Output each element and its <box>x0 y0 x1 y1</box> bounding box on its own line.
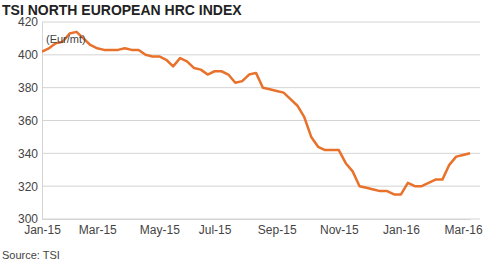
x-axis: Jan-15 Mar-15 May-15 Jul-15 Sep-15 Nov-15 Jan-… <box>24 219 483 237</box>
x-axis-line <box>43 219 471 220</box>
y-tick-label: 400 <box>18 48 38 62</box>
y-tick-label: 420 <box>18 15 38 29</box>
x-tick: Mar-15 <box>79 219 117 237</box>
source: Source: TSI <box>2 249 60 261</box>
grid-line <box>42 219 480 220</box>
grid-line <box>42 120 480 121</box>
grid-line <box>42 153 480 154</box>
series-line <box>42 32 470 195</box>
title: TSI NORTH EUROPEAN HRC INDEX <box>2 2 242 18</box>
y-tick-label: 380 <box>18 81 38 95</box>
y-tick-label: 320 <box>18 180 38 194</box>
y-tick: 360 <box>18 114 42 128</box>
x-tick: Nov-15 <box>320 219 359 237</box>
x-tick-label: Jan-16 <box>383 223 420 237</box>
x-tick-label: Mar-15 <box>79 223 117 237</box>
y-tick: 320 <box>18 180 42 194</box>
x-tick-label: Jul-15 <box>199 223 232 237</box>
x-tick: Mar-16 <box>445 219 483 237</box>
plot-area <box>42 32 470 195</box>
chart: TSI NORTH EUROPEAN HRC INDEX300320340360… <box>0 0 500 265</box>
y-axis-label: (Eur/mt) <box>46 33 86 45</box>
y-tick-label: 360 <box>18 114 38 128</box>
grid <box>42 22 480 219</box>
x-tick-label: May-15 <box>140 223 180 237</box>
x-tick: Sep-15 <box>258 219 297 237</box>
x-tick-label: Mar-16 <box>445 223 483 237</box>
grid-line <box>42 87 480 88</box>
grid-line <box>42 54 480 55</box>
x-tick: Jan-16 <box>383 219 420 237</box>
x-tick-label: Sep-15 <box>258 223 297 237</box>
x-tick: May-15 <box>140 219 180 237</box>
y-tick: 420 <box>18 15 42 29</box>
grid-line <box>42 22 480 23</box>
x-tick: Jan-15 <box>24 219 61 237</box>
y-tick: 380 <box>18 81 42 95</box>
x-tick-label: Jan-15 <box>24 223 61 237</box>
y-axis: 300320340360380400420 <box>18 15 43 226</box>
y-tick: 400 <box>18 48 42 62</box>
y-tick-label: 340 <box>18 147 38 161</box>
y-tick: 340 <box>18 147 42 161</box>
x-tick: Jul-15 <box>199 219 232 237</box>
x-tick-label: Nov-15 <box>320 223 359 237</box>
